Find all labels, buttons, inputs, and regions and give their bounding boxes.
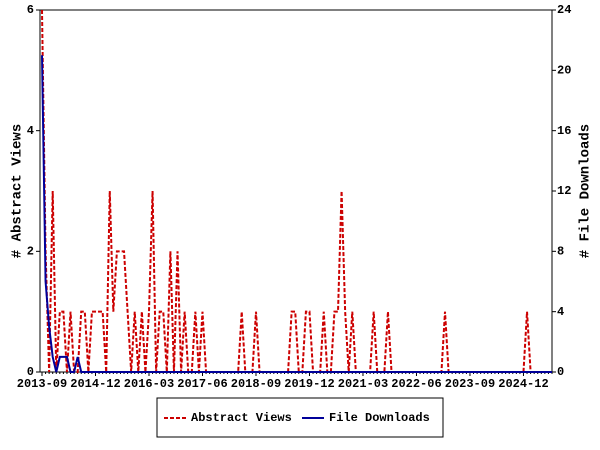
y2-tick-label: 16 [557,124,571,138]
y-axis-label: # Abstract Views [10,124,26,258]
legend-label: File Downloads [329,411,430,425]
y2-tick-label: 8 [557,245,564,259]
y2-tick-label: 0 [557,365,564,379]
legend-label: Abstract Views [191,411,292,425]
legend [156,397,444,438]
y2-axis-label: # File Downloads [578,124,594,258]
y-tick-label: 4 [27,124,34,138]
x-tick-label: 2023-09 [445,377,495,391]
y2-tick-label: 24 [557,3,571,17]
x-tick-label: 2021-03 [338,377,388,391]
x-tick-label: 2016-03 [124,377,174,391]
x-tick-label: 2017-06 [177,377,227,391]
y-tick-label: 6 [27,3,34,17]
x-tick-label: 2022-06 [391,377,441,391]
series-line [41,9,552,373]
y2-tick-label: 4 [557,305,564,319]
x-tick-label: 2014-12 [70,377,120,391]
y-tick-label: 2 [27,245,34,259]
x-tick-label: 2024-12 [498,377,548,391]
plot-frame [39,9,553,373]
x-tick-label: 2018-09 [231,377,281,391]
series-line [41,55,552,373]
x-tick-label: 2013-09 [17,377,67,391]
y2-tick-label: 12 [557,184,571,198]
y-tick-label: 0 [27,365,34,379]
x-tick-label: 2019-12 [284,377,334,391]
y2-tick-label: 20 [557,64,571,78]
